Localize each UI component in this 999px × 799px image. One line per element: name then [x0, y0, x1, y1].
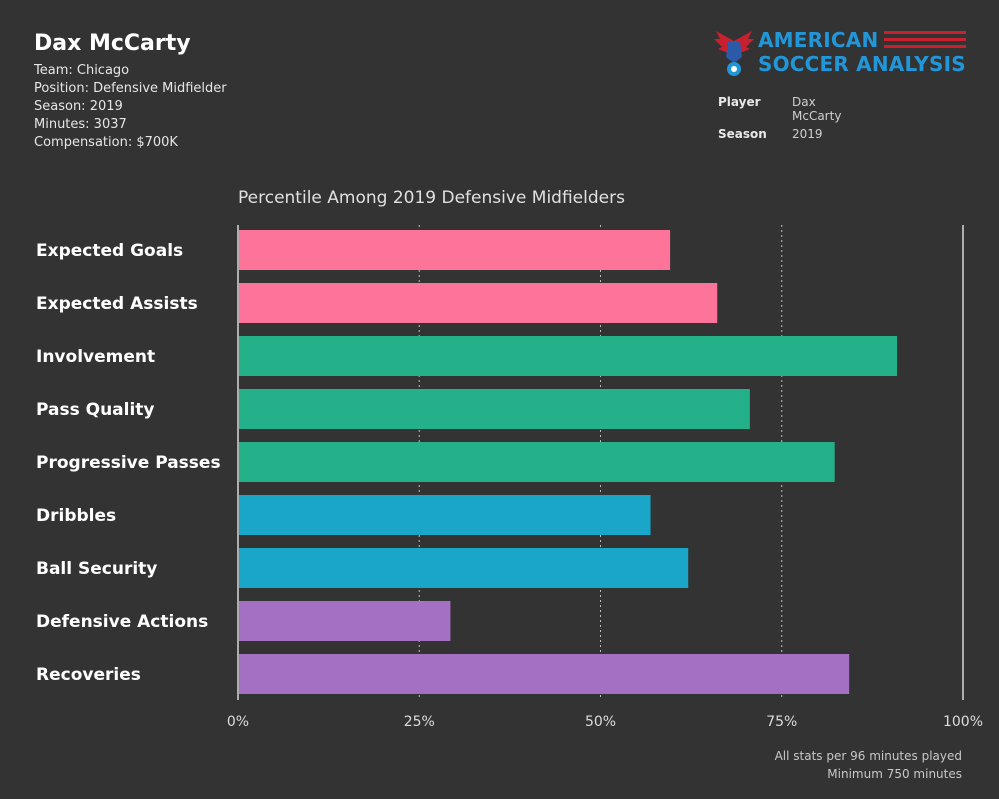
chart-title: Percentile Among 2019 Defensive Midfield…: [238, 188, 625, 208]
category-label-defensive-actions: Defensive Actions: [36, 612, 208, 632]
category-label-ball-security: Ball Security: [36, 559, 157, 579]
bar-expected-assists[interactable]: [239, 283, 718, 323]
category-label-pass-quality: Pass Quality: [36, 400, 155, 420]
player-minutes: Minutes: 3037: [34, 117, 127, 132]
logo-text-line1: AMERICAN: [758, 28, 879, 52]
category-label-progressive-passes: Progressive Passes: [36, 453, 221, 473]
tick-label-50: 50%: [585, 714, 616, 730]
category-label-expected-assists: Expected Assists: [36, 294, 198, 314]
player-compensation: Compensation: $700K: [34, 135, 178, 150]
filter-player-label: Player: [718, 95, 761, 109]
filter-player-value[interactable]: Dax McCarty: [792, 95, 842, 123]
filter-season-value[interactable]: 2019: [792, 127, 823, 141]
player-card: Dax McCarty Team: Chicago Position: Defe…: [34, 30, 227, 152]
bar-expected-goals[interactable]: [239, 230, 671, 270]
footnote-line2: Minimum 750 minutes: [827, 767, 962, 781]
footnote-line1: All stats per 96 minutes played: [774, 749, 962, 763]
asa-logo: AMERICAN SOCCER ANALYSIS: [714, 27, 968, 79]
tick-label-100: 100%: [943, 714, 983, 730]
bar-ball-security[interactable]: [239, 548, 689, 588]
logo-text-line2: SOCCER ANALYSIS: [758, 52, 966, 76]
filter-season-label: Season: [718, 127, 767, 141]
player-season: Season: 2019: [34, 99, 123, 114]
bar-progressive-passes[interactable]: [239, 442, 835, 482]
tick-label-0: 0%: [227, 714, 249, 730]
bar-defensive-actions[interactable]: [239, 601, 451, 641]
tick-label-25: 25%: [404, 714, 435, 730]
category-label-recoveries: Recoveries: [36, 665, 141, 685]
category-label-involvement: Involvement: [36, 347, 155, 367]
player-position: Position: Defensive Midfielder: [34, 81, 227, 96]
footnote: All stats per 96 minutes played Minimum …: [775, 747, 962, 783]
bar-pass-quality[interactable]: [239, 389, 750, 429]
bar-involvement[interactable]: [239, 336, 898, 376]
bar-recoveries[interactable]: [239, 654, 850, 694]
category-label-dribbles: Dribbles: [36, 506, 116, 526]
player-name: Dax McCarty: [34, 31, 191, 56]
player-team: Team: Chicago: [34, 63, 130, 78]
tick-label-75: 75%: [766, 714, 797, 730]
logo-stripes: [884, 31, 966, 52]
bar-dribbles[interactable]: [239, 495, 651, 535]
category-label-expected-goals: Expected Goals: [36, 241, 183, 261]
eagle-icon: [714, 31, 754, 76]
